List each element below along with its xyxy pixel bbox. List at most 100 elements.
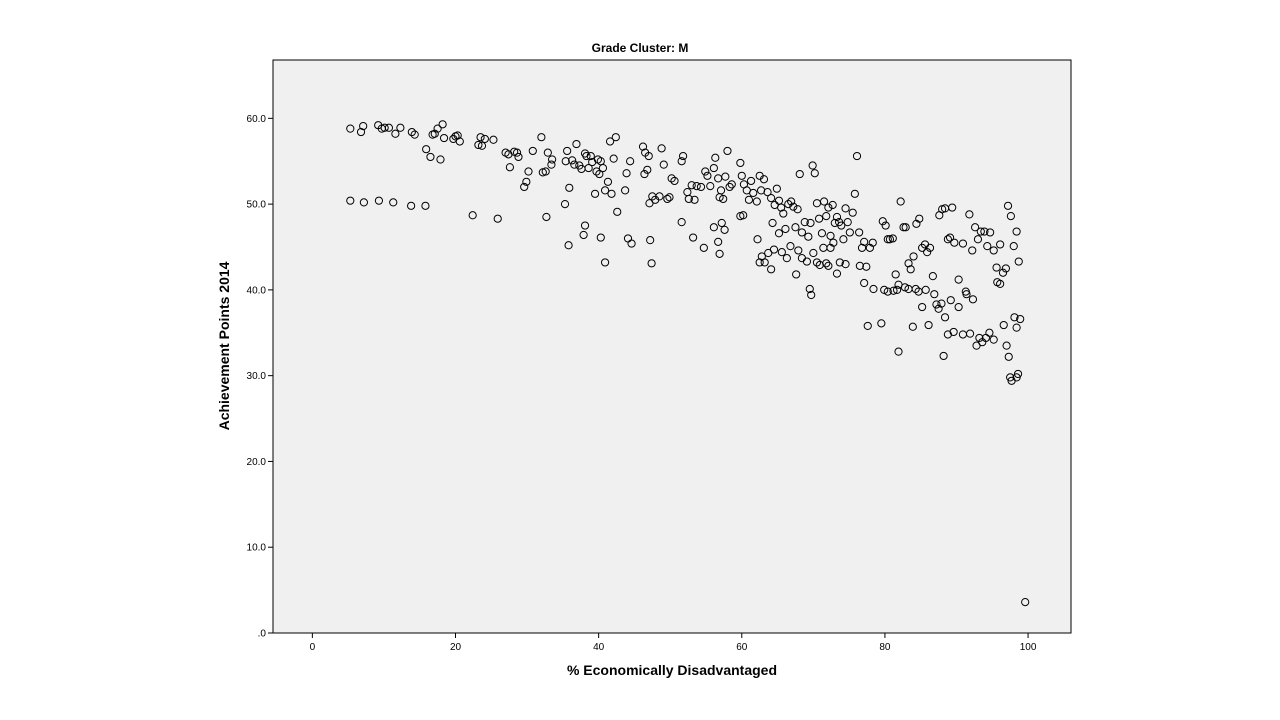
data-point xyxy=(709,223,718,232)
data-point xyxy=(896,197,905,206)
data-point xyxy=(586,151,595,161)
data-point xyxy=(983,242,992,251)
data-point xyxy=(968,246,977,255)
data-point xyxy=(622,169,631,178)
data-point xyxy=(725,182,734,192)
data-point xyxy=(999,320,1008,330)
data-point xyxy=(560,200,570,209)
data-point xyxy=(563,146,572,156)
data-point xyxy=(976,227,985,236)
data-point xyxy=(711,153,720,162)
data-point xyxy=(992,263,1001,272)
data-point xyxy=(779,209,788,218)
data-point xyxy=(605,137,615,146)
data-point xyxy=(804,232,813,241)
x-axis-title: % Economically Disadvantaged xyxy=(567,662,777,678)
data-point xyxy=(407,201,416,210)
data-point xyxy=(537,133,546,142)
data-point xyxy=(973,235,983,244)
data-point xyxy=(868,238,877,247)
y-tick-label: 50.0 xyxy=(247,200,267,211)
data-point xyxy=(1016,314,1025,324)
data-point xyxy=(565,183,574,192)
data-point xyxy=(696,182,706,192)
data-point xyxy=(580,221,590,230)
x-axis: 0 20 40 60 80 100 xyxy=(310,633,1037,653)
data-point xyxy=(918,302,927,312)
data-point xyxy=(600,186,610,195)
data-point xyxy=(721,172,730,181)
data-point xyxy=(759,175,769,184)
data-point xyxy=(915,214,924,223)
data-point xyxy=(647,259,656,268)
data-point xyxy=(522,177,531,186)
data-point xyxy=(924,320,933,330)
data-point xyxy=(962,290,971,299)
data-point xyxy=(883,235,892,244)
data-point xyxy=(514,152,523,162)
data-point xyxy=(568,156,577,165)
data-point xyxy=(791,223,800,232)
data-point xyxy=(543,148,552,157)
data-point xyxy=(657,144,666,153)
data-point xyxy=(356,127,366,137)
data-point xyxy=(986,228,995,237)
data-point xyxy=(480,134,489,144)
data-point xyxy=(800,218,809,227)
data-point xyxy=(921,285,930,294)
x-tick-label: 40 xyxy=(593,642,605,653)
data-point xyxy=(925,243,935,252)
y-tick-label: .0 xyxy=(258,629,267,640)
data-point xyxy=(474,140,483,150)
data-point xyxy=(970,223,980,232)
data-point xyxy=(438,120,447,129)
data-point xyxy=(767,265,776,274)
data-point xyxy=(582,151,591,161)
data-point xyxy=(949,327,958,337)
data-point xyxy=(881,221,890,230)
data-point xyxy=(644,151,653,161)
data-point xyxy=(819,197,829,206)
data-point xyxy=(1021,598,1030,607)
data-point xyxy=(453,131,462,140)
data-point xyxy=(1012,227,1021,236)
data-point xyxy=(786,242,795,251)
data-point xyxy=(665,193,674,202)
data-point xyxy=(777,248,786,257)
data-point xyxy=(719,194,728,204)
data-point xyxy=(888,234,897,243)
data-point xyxy=(603,177,613,186)
data-point xyxy=(822,259,831,268)
data-point xyxy=(767,194,776,203)
data-point xyxy=(932,300,941,309)
data-point xyxy=(904,259,913,268)
data-point xyxy=(547,160,556,169)
data-point xyxy=(723,146,732,156)
x-tick-label: 100 xyxy=(1020,642,1037,653)
data-point xyxy=(805,284,814,294)
data-point xyxy=(894,347,903,356)
data-point xyxy=(663,194,672,204)
data-point xyxy=(928,272,937,281)
data-point xyxy=(996,279,1005,288)
plot-area xyxy=(272,59,1072,634)
data-point xyxy=(699,243,708,252)
data-point xyxy=(476,133,485,142)
x-tick-label: 20 xyxy=(450,642,462,653)
x-tick-label: 0 xyxy=(310,642,316,653)
data-point xyxy=(1001,264,1010,273)
data-point xyxy=(792,270,801,279)
data-point xyxy=(945,233,955,242)
data-point xyxy=(607,189,616,198)
data-point xyxy=(784,200,793,209)
data-point xyxy=(396,123,405,132)
data-point xyxy=(752,197,761,206)
data-point xyxy=(892,285,902,294)
data-point xyxy=(968,295,978,304)
data-point xyxy=(384,123,394,132)
data-point xyxy=(954,275,963,284)
data-point xyxy=(737,171,746,180)
data-point xyxy=(561,157,570,166)
data-point xyxy=(667,174,676,183)
